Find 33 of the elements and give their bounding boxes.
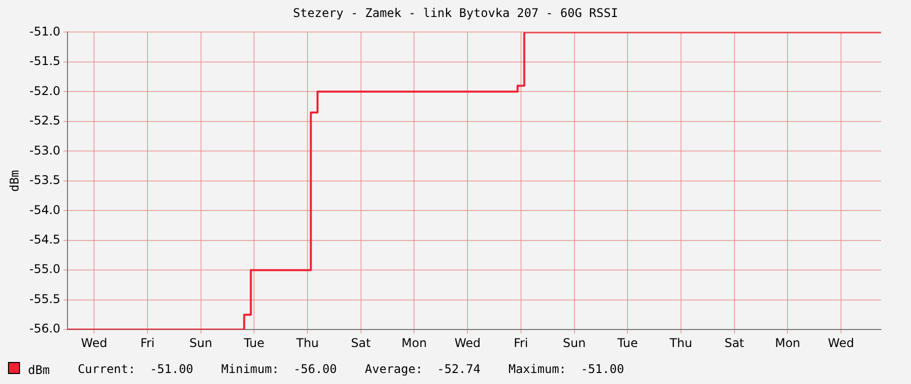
y-tick-label: -52.0 <box>29 84 60 98</box>
x-tick-label: Thu <box>295 336 319 350</box>
y-tick-label: -53.0 <box>29 143 60 158</box>
y-tick-label: -55.0 <box>29 262 60 276</box>
y-tick-label: -51.0 <box>29 24 60 38</box>
y-tick-label: -54.5 <box>29 232 60 247</box>
y-tick-label: -51.5 <box>29 54 60 68</box>
y-tick-label: -54.0 <box>29 202 60 217</box>
x-tick-label: Mon <box>402 336 427 350</box>
y-tick-label: -53.5 <box>29 173 60 188</box>
x-tick-label: Wed <box>454 336 481 350</box>
x-tick-label: Thu <box>668 336 692 350</box>
y-axis-title: dBm <box>7 170 22 192</box>
text: Average: -52.74 <box>364 362 480 376</box>
x-tick-label: Sun <box>189 336 212 350</box>
x-tick-label: Sun <box>562 336 586 350</box>
x-tick-label: Fri <box>514 336 528 350</box>
x-tick-label: Mon <box>774 336 800 350</box>
y-tick-label: -55.5 <box>29 292 60 306</box>
x-tick-label: Tue <box>616 336 638 350</box>
x-tick-label: Wed <box>81 336 108 350</box>
x-tick-label: Wed <box>828 336 854 350</box>
chart-title: Stezery - Zamek - link Bytovka 207 - 60G RSSI <box>292 6 620 20</box>
text: Current: -51.00 <box>78 362 194 376</box>
text: Maximum: -51.00 <box>508 362 624 376</box>
x-tick-label: Fri <box>140 336 155 350</box>
x-tick-label: Sat <box>724 336 744 350</box>
y-tick-label: -56.0 <box>29 322 60 336</box>
x-tick-label: Tue <box>242 336 264 350</box>
legend-label: dBm <box>27 362 50 376</box>
x-tick-label: Sat <box>351 336 371 350</box>
y-tick-label: -52.5 <box>29 114 60 128</box>
text: Minimum: -56.00 <box>221 362 337 376</box>
